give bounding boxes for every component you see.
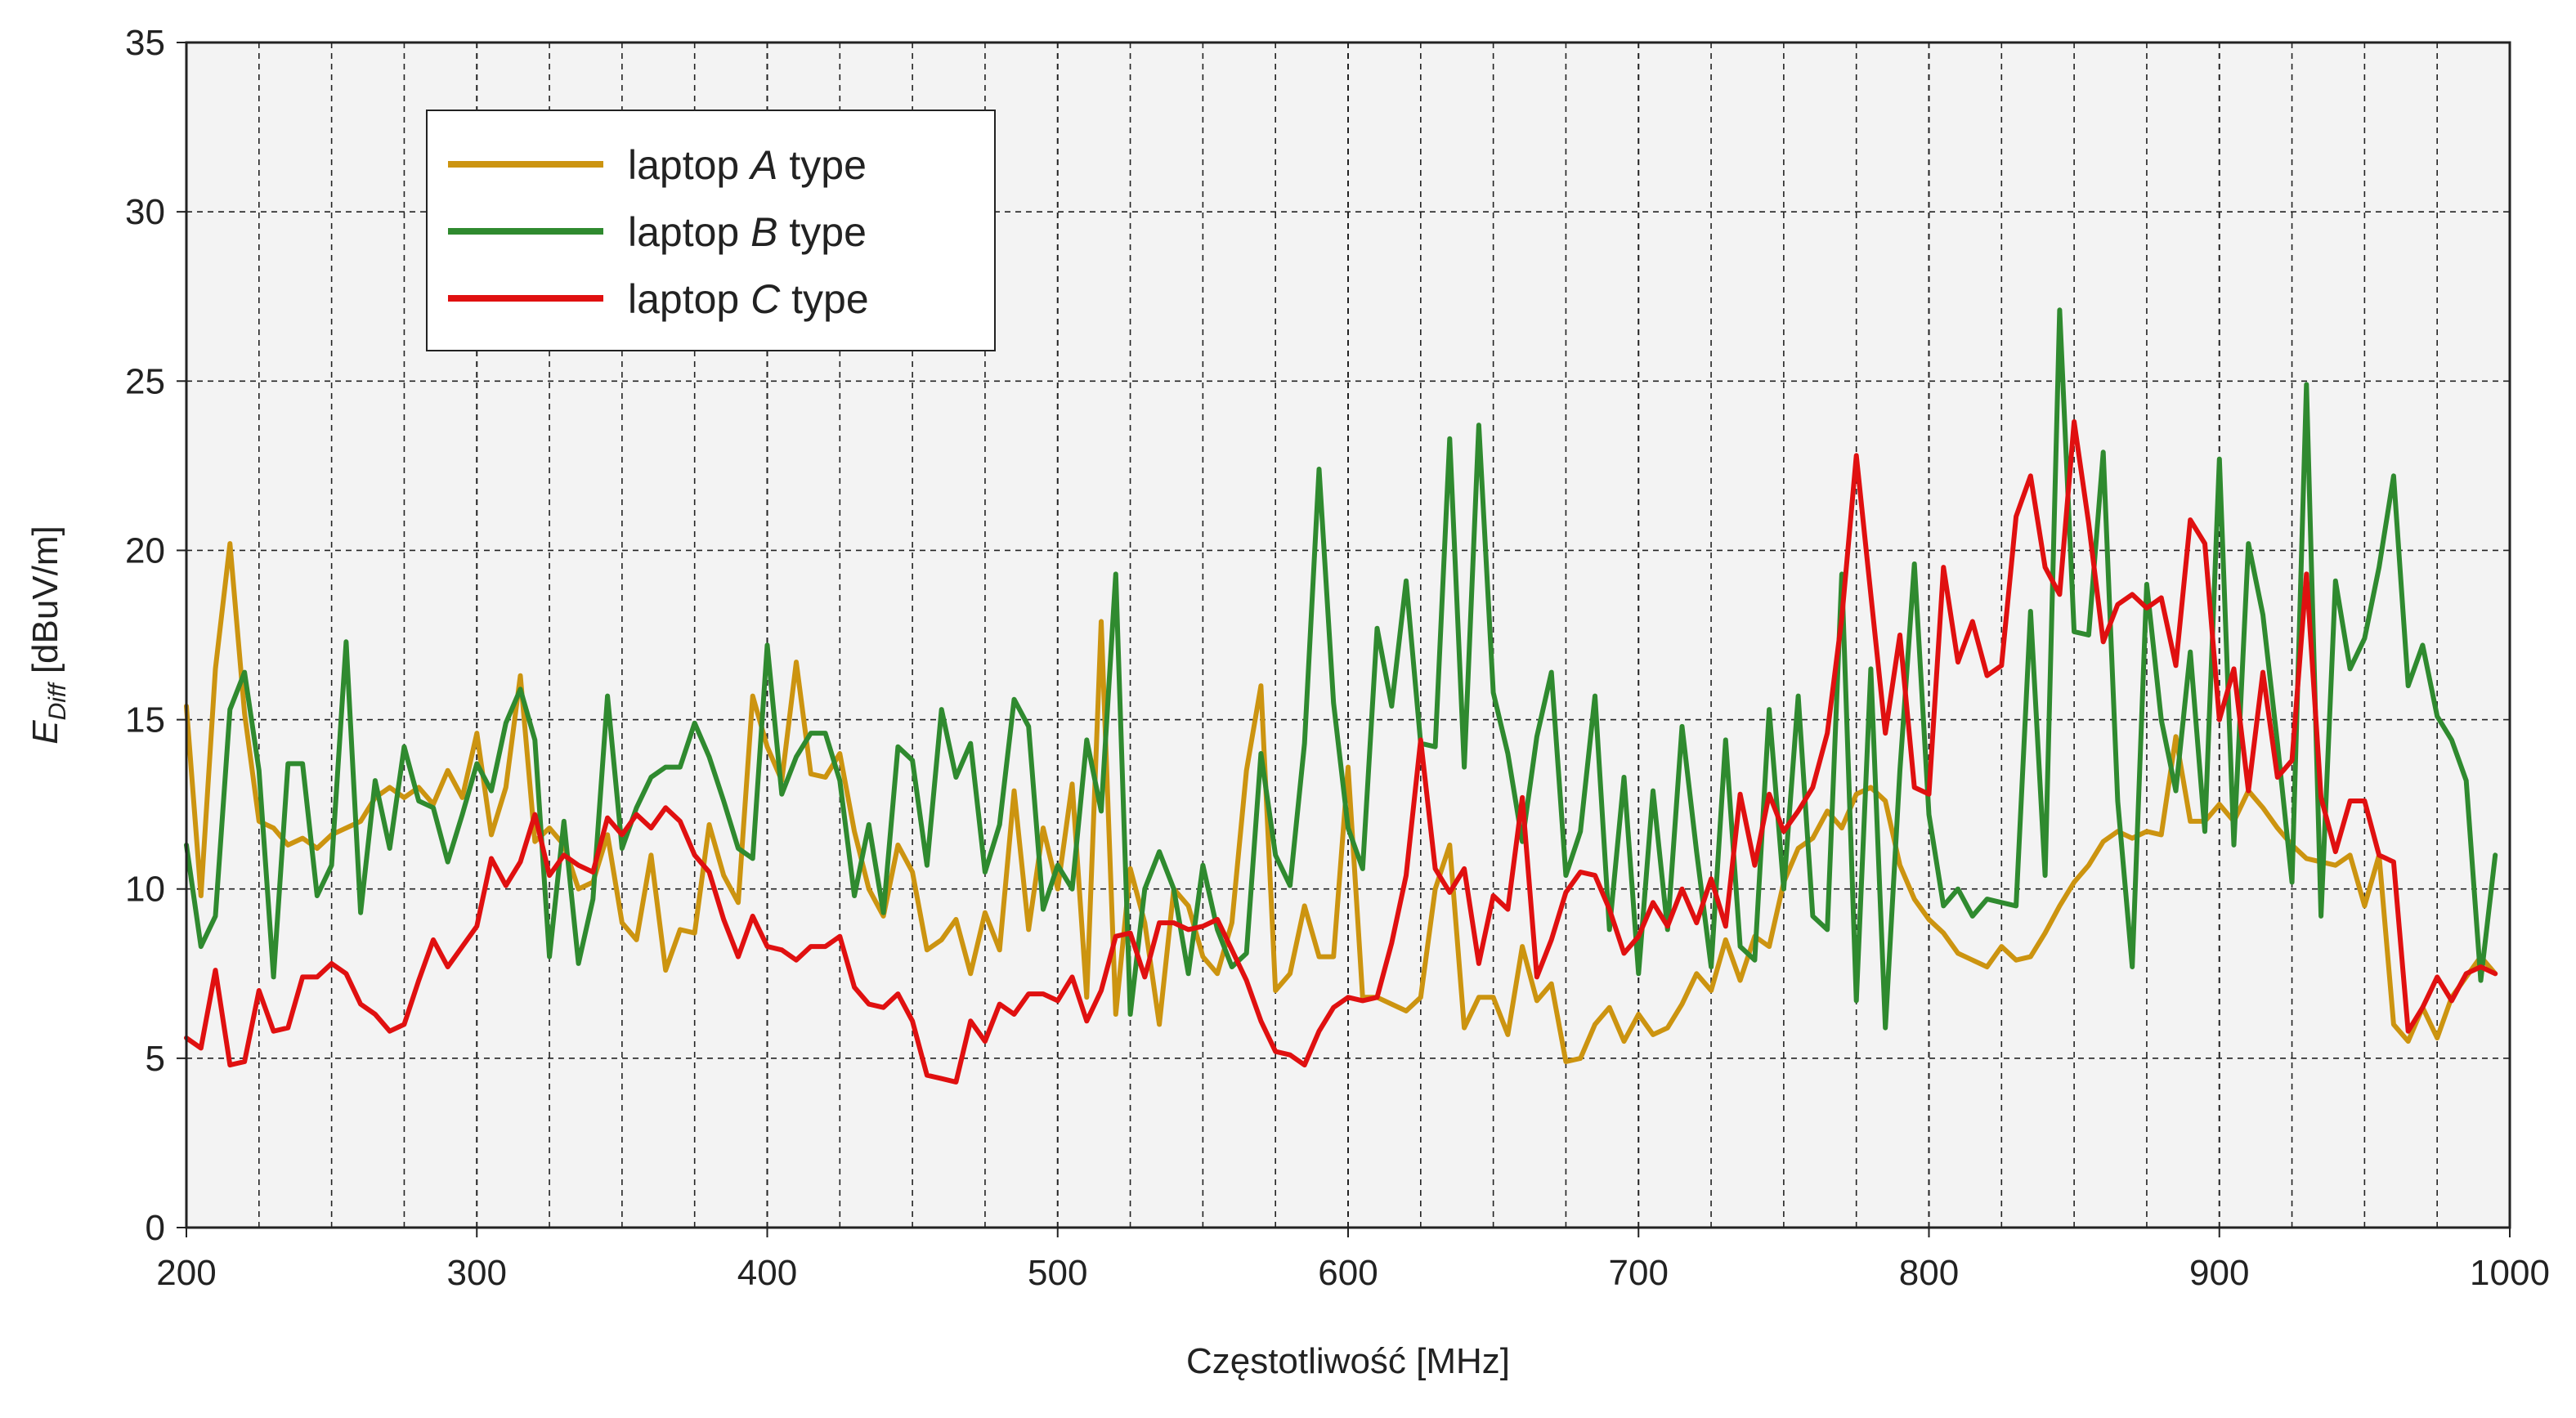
x-tick-label: 200 bbox=[156, 1253, 216, 1293]
y-tick-label: 20 bbox=[125, 530, 165, 570]
x-tick-label: 900 bbox=[2189, 1253, 2249, 1293]
x-tick-label: 700 bbox=[1609, 1253, 1669, 1293]
series-line-c bbox=[184, 419, 2498, 1085]
x-tick-label: 400 bbox=[737, 1253, 797, 1293]
y-tick-label: 15 bbox=[125, 700, 165, 740]
legend-label-b: laptop B type bbox=[628, 209, 867, 255]
legend: laptop A type laptop B type laptop C type bbox=[426, 110, 996, 351]
y-axis-title-sub: Diff bbox=[44, 682, 71, 721]
x-axis-title: Częstotliwość [MHz] bbox=[1186, 1341, 1510, 1381]
y-axis-title-main: E bbox=[25, 720, 65, 745]
series-line-a bbox=[184, 541, 2498, 1064]
x-tick-label: 500 bbox=[1028, 1253, 1087, 1293]
y-tick-label: 30 bbox=[125, 192, 165, 232]
legend-label-c: laptop C type bbox=[628, 276, 869, 322]
x-tick-label: 300 bbox=[447, 1253, 507, 1293]
y-tick-label: 0 bbox=[146, 1208, 165, 1248]
series-lines bbox=[184, 307, 2498, 1085]
x-tick-labels: 200 300 400 500 600 700 800 900 1000 bbox=[156, 1228, 2550, 1293]
legend-label-a: laptop A type bbox=[628, 142, 867, 188]
y-axis-title-unit: [dBuV/m] bbox=[25, 526, 65, 683]
grid-lines bbox=[186, 42, 2510, 1228]
x-tick-label: 1000 bbox=[2470, 1253, 2550, 1293]
y-axis-title: EDiff [dBuV/m] bbox=[25, 526, 71, 745]
y-tick-label: 10 bbox=[125, 870, 165, 910]
x-tick-label: 800 bbox=[1899, 1253, 1959, 1293]
y-tick-label: 5 bbox=[146, 1039, 165, 1079]
x-tick-label: 600 bbox=[1318, 1253, 1378, 1293]
y-tick-label: 25 bbox=[125, 361, 165, 401]
legend-entries: laptop A type laptop B type laptop C type bbox=[448, 142, 869, 322]
y-tick-labels: 0 5 10 15 20 25 30 35 bbox=[125, 23, 186, 1248]
y-tick-label: 35 bbox=[125, 23, 165, 63]
